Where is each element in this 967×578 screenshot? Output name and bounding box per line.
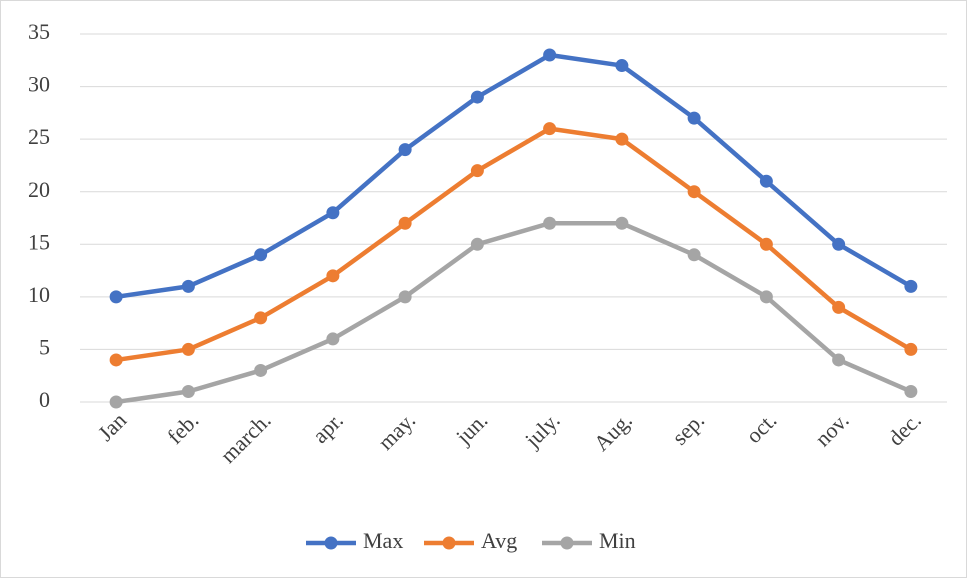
y-tick-label: 30 <box>28 72 50 97</box>
data-point <box>687 185 701 199</box>
data-point <box>326 206 340 220</box>
data-point <box>615 132 629 146</box>
data-point <box>759 237 773 251</box>
data-point <box>470 164 484 178</box>
data-point <box>832 300 846 314</box>
data-point <box>470 90 484 104</box>
y-tick-label: 35 <box>28 19 50 44</box>
data-point <box>326 269 340 283</box>
data-point <box>904 384 918 398</box>
data-point <box>904 342 918 356</box>
data-line <box>113 52 914 300</box>
data-line <box>113 221 914 405</box>
y-tick-label: 15 <box>28 229 50 254</box>
data-point <box>615 59 629 73</box>
data-point <box>254 363 268 377</box>
legend-label: Min <box>599 528 636 553</box>
data-point <box>470 237 484 251</box>
data-point <box>398 290 412 304</box>
data-point <box>687 248 701 262</box>
y-tick-label: 0 <box>39 387 50 412</box>
legend-marker <box>324 536 338 550</box>
y-tick-label: 5 <box>39 334 50 359</box>
data-point <box>543 122 557 136</box>
y-tick-label: 25 <box>28 124 50 149</box>
data-point <box>109 290 123 304</box>
legend-marker <box>442 536 456 550</box>
data-point <box>687 111 701 125</box>
y-tick-label: 10 <box>28 282 50 307</box>
data-point <box>181 342 195 356</box>
data-point <box>181 279 195 293</box>
legend-marker <box>560 536 574 550</box>
data-point <box>543 216 557 230</box>
data-point <box>109 395 123 409</box>
data-point <box>759 290 773 304</box>
data-point <box>254 248 268 262</box>
data-point <box>109 353 123 367</box>
legend-label: Avg <box>481 528 517 553</box>
legend-label: Max <box>363 528 403 553</box>
data-point <box>832 237 846 251</box>
data-point <box>904 279 918 293</box>
data-point <box>326 332 340 346</box>
y-tick-label: 20 <box>28 177 50 202</box>
data-point <box>398 216 412 230</box>
data-point <box>543 48 557 62</box>
data-point <box>832 353 846 367</box>
data-point <box>398 143 412 157</box>
data-point <box>254 311 268 325</box>
data-point <box>759 174 773 188</box>
data-point <box>615 216 629 230</box>
data-line <box>113 126 914 363</box>
data-point <box>181 384 195 398</box>
